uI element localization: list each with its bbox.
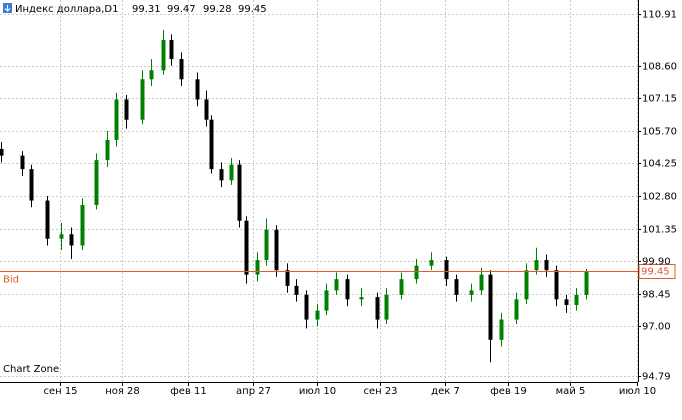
candle-body: [488, 274, 493, 340]
candle-body: [45, 200, 50, 239]
candle-body: [195, 79, 200, 100]
y-tick-label: 98.45: [642, 290, 671, 301]
candle-body: [429, 260, 434, 266]
candle-body: [264, 229, 269, 261]
bid-price-box: [638, 264, 676, 279]
y-tick-label: 102.80: [642, 192, 677, 203]
candle-body: [315, 310, 320, 320]
candle-body: [149, 70, 154, 80]
candle-body: [114, 99, 119, 140]
header-open: 99.31: [132, 4, 161, 15]
y-tick-label: 105.70: [642, 127, 677, 138]
candle-body: [237, 164, 242, 221]
candle-body: [514, 299, 519, 320]
x-tick-label: фев 11: [170, 386, 207, 397]
candle-body: [584, 271, 589, 295]
candle-body: [554, 270, 559, 300]
candle-body: [345, 279, 350, 300]
chart-title: Индекс доллара,D1: [15, 4, 118, 15]
candle-body: [244, 220, 249, 275]
candle-body: [179, 59, 184, 80]
candle-body: [375, 297, 380, 320]
header-icon-arrow: [4, 5, 11, 12]
candle-body: [219, 169, 224, 181]
y-tick-label: 110.91: [642, 10, 677, 21]
y-tick-label: 107.15: [642, 94, 677, 105]
x-tick-label: июл 10: [299, 386, 336, 397]
candle-body: [169, 39, 174, 60]
candle-body: [69, 234, 74, 246]
candle-body: [80, 205, 85, 246]
candle-body: [334, 279, 339, 291]
candle-body: [229, 164, 234, 181]
candle-body: [359, 297, 364, 300]
candle-body: [204, 99, 209, 120]
candle-body: [94, 160, 99, 206]
candle-body: [534, 260, 539, 271]
candle-body: [124, 99, 129, 120]
candle-body: [499, 319, 504, 340]
candle-body: [564, 299, 569, 305]
candle-body: [59, 234, 64, 239]
candle-body: [20, 155, 25, 170]
candle-body: [285, 270, 290, 286]
top-layer: Индекс доллара,D1 99.31 99.47 99.28 99.4…: [0, 3, 676, 375]
candle-body: [399, 279, 404, 295]
candle-body: [324, 290, 329, 311]
candle-body: [469, 290, 474, 295]
candle-body: [105, 139, 110, 161]
candle-body: [544, 260, 549, 271]
x-tick-label: апр 27: [236, 386, 271, 397]
y-tick-label: 94.79: [642, 372, 671, 383]
header-close: 99.45: [238, 4, 267, 15]
candles-layer: [0, 29, 589, 363]
candle-body: [454, 279, 459, 295]
candle-body: [294, 285, 299, 295]
candle-body: [414, 265, 419, 280]
bid-label: Bid: [3, 275, 19, 286]
header-low: 99.28: [203, 4, 232, 15]
watermark: Chart Zone: [3, 364, 59, 375]
y-tick-label: 99.90: [642, 257, 671, 268]
bid-price: 99.45: [641, 267, 670, 278]
x-tick-label: май 5: [556, 386, 586, 397]
candle-body: [29, 169, 34, 201]
header-high: 99.47: [167, 4, 196, 15]
candle-body: [304, 294, 309, 320]
candle-body: [479, 274, 484, 291]
x-tick-label: сен 15: [43, 386, 77, 397]
candle-body: [209, 119, 214, 170]
candle-body: [161, 39, 166, 71]
y-tick-label: 108.60: [642, 62, 677, 73]
y-tick-label: 101.35: [642, 225, 677, 236]
candle-body: [0, 148, 4, 156]
candle-body: [384, 294, 389, 320]
x-tick-label: ноя 28: [105, 386, 140, 397]
x-tick-label: сен 23: [363, 386, 397, 397]
candle-body: [574, 294, 579, 305]
candle-body: [524, 270, 529, 300]
x-tick-label: июл 10: [619, 386, 656, 397]
x-tick-label: фев 19: [490, 386, 527, 397]
y-tick-label: 97.00: [642, 322, 671, 333]
y-tick-label: 104.25: [642, 159, 677, 170]
candle-body: [274, 229, 279, 271]
candle-body: [255, 260, 260, 275]
candle-body: [444, 260, 449, 280]
x-tick-label: дек 7: [431, 386, 460, 397]
candle-body: [140, 79, 145, 120]
